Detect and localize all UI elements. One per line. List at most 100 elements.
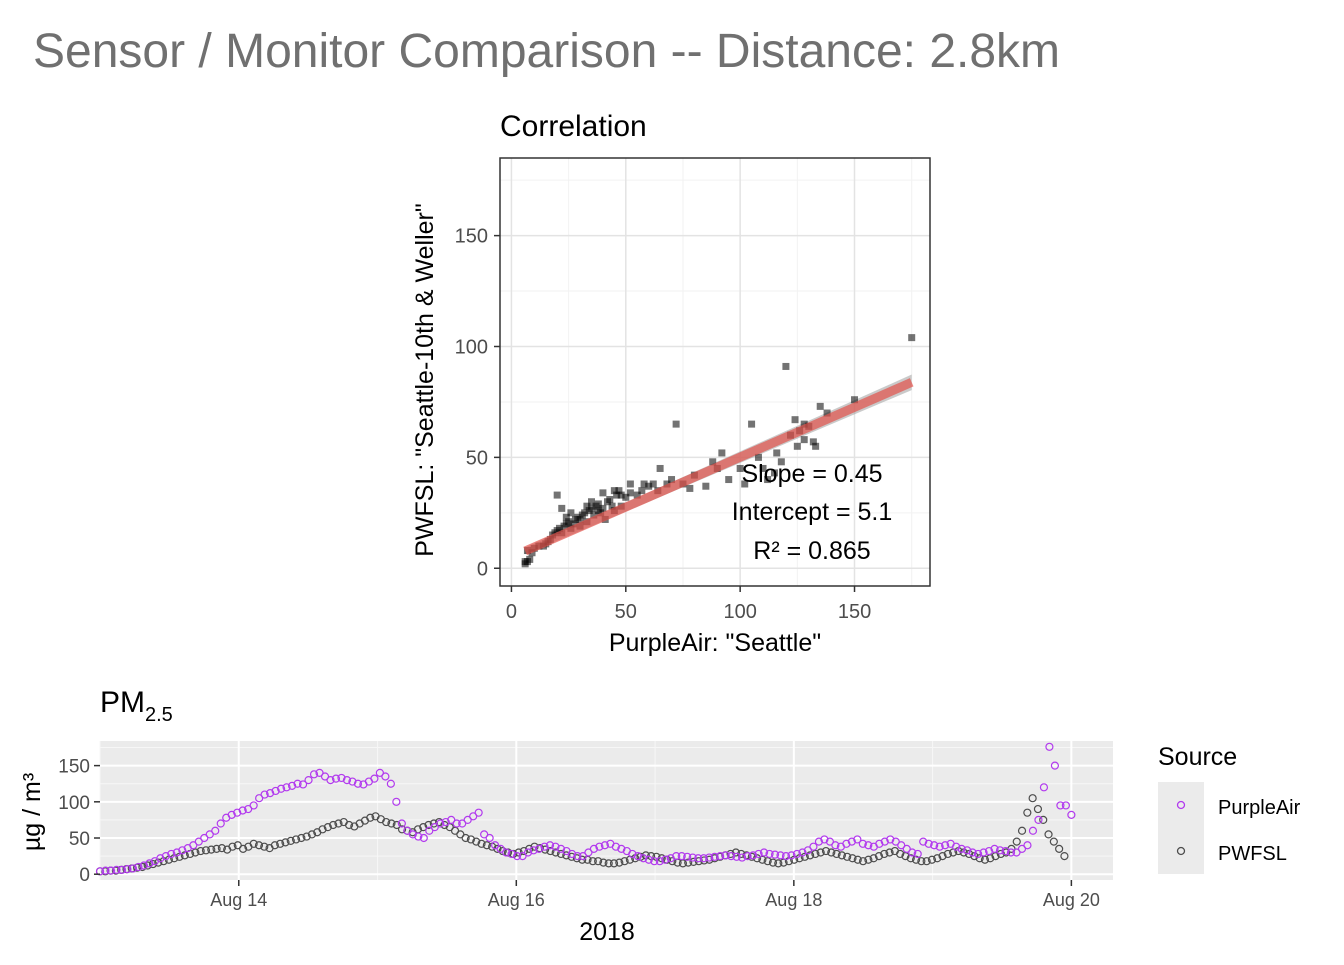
purpleair-point <box>507 849 516 859</box>
purpleair-point <box>260 790 269 799</box>
purpleair-series <box>95 742 1076 876</box>
purpleair-point <box>342 775 352 785</box>
purpleair-point <box>617 844 626 853</box>
purpleair-point <box>787 851 796 860</box>
purpleair-point <box>1001 846 1010 856</box>
scatter-point <box>594 500 602 508</box>
purpleair-point <box>886 835 895 844</box>
y-tick-label: 100 <box>455 336 488 358</box>
purpleair-point <box>540 842 549 851</box>
scatter-point <box>594 507 602 515</box>
purpleair-point <box>880 837 889 846</box>
purpleair-point <box>737 853 747 862</box>
purpleair-point <box>430 823 439 832</box>
y-tick-label: 150 <box>58 757 90 778</box>
purpleair-point <box>913 849 922 859</box>
correlation-y-label: PWFSL: "Seattle-10th & Weller" <box>411 203 439 557</box>
purpleair-point <box>134 862 143 872</box>
scatter-point <box>526 555 534 563</box>
purpleair-point <box>271 786 280 796</box>
y-tick-label: 150 <box>455 226 488 248</box>
purpleair-point <box>957 844 966 853</box>
legend-key-pwfsl <box>1176 846 1186 856</box>
purpleair-point <box>315 768 324 777</box>
purpleair-point <box>238 806 247 815</box>
purpleair-point <box>353 779 363 788</box>
scatter-point <box>645 482 653 490</box>
purpleair-point <box>194 837 203 846</box>
scatter-point <box>576 515 584 523</box>
pwfsl-point <box>943 849 952 859</box>
page-title: Sensor / Monitor Comparison -- Distance:… <box>33 25 1060 78</box>
scatter-point <box>663 480 671 488</box>
purpleair-point <box>1006 848 1016 857</box>
x-tick-label: Aug 14 <box>210 890 267 910</box>
purpleair-point <box>337 773 346 783</box>
scatter-point <box>773 449 781 457</box>
purpleair-point <box>984 846 994 856</box>
purpleair-point <box>320 772 330 781</box>
purpleair-point <box>386 779 395 788</box>
purpleair-point <box>425 826 434 835</box>
pwfsl-point <box>546 846 555 856</box>
purpleair-point <box>683 852 692 861</box>
scatter-point <box>686 484 694 492</box>
pwfsl-point <box>594 857 603 866</box>
purpleair-point <box>211 826 220 835</box>
purpleair-point <box>189 841 198 850</box>
pwfsl-point <box>1033 804 1043 814</box>
purpleair-point <box>776 851 785 860</box>
pwfsl-point <box>276 839 285 848</box>
y-tick-label: 50 <box>69 829 90 850</box>
purpleair-point <box>255 794 264 803</box>
purpleair-point <box>595 842 604 851</box>
x-tick-label: 100 <box>723 601 756 623</box>
pwfsl-point <box>382 817 391 827</box>
purpleair-point <box>759 848 769 857</box>
legend-label-purpleair: PurpleAir <box>1218 797 1301 819</box>
purpleair-point <box>1017 844 1027 853</box>
purpleair-point <box>1023 841 1032 850</box>
pwfsl-point <box>805 851 815 860</box>
purpleair-point <box>825 837 834 846</box>
pwfsl-point <box>228 842 237 851</box>
pwfsl-point <box>684 858 693 867</box>
correlation-grid <box>500 158 930 586</box>
scatter-point <box>638 487 646 495</box>
purpleair-point <box>397 819 406 828</box>
pwfsl-point <box>138 862 147 872</box>
pwfsl-point <box>832 849 841 859</box>
purpleair-point <box>891 837 900 846</box>
purpleair-point <box>930 841 939 850</box>
scatter-point <box>583 502 591 510</box>
stat-slope: Slope = 0.45 <box>741 460 882 488</box>
purpleair-point <box>463 815 472 825</box>
pwfsl-point <box>609 859 619 868</box>
scatter-point <box>590 511 598 519</box>
scatter-point <box>741 480 749 488</box>
pwfsl-point <box>249 839 258 848</box>
correlation-panel-border <box>499 157 931 587</box>
purpleair-point <box>414 832 423 841</box>
pwfsl-point <box>180 851 189 860</box>
pwfsl-point <box>387 819 396 828</box>
y-tick-label: 100 <box>58 793 90 814</box>
scatter-point <box>626 480 634 488</box>
pwfsl-point <box>1012 837 1021 846</box>
pwfsl-point <box>880 849 889 859</box>
x-tick-label: 50 <box>615 601 637 623</box>
purpleair-point <box>287 781 297 790</box>
purpleair-point <box>441 817 450 827</box>
correlation-title: Correlation <box>500 110 647 143</box>
purpleair-point <box>952 842 961 851</box>
pwfsl-point <box>201 846 211 855</box>
pwfsl-point <box>541 845 550 854</box>
pwfsl-point <box>827 848 836 857</box>
purpleair-point <box>995 846 1005 855</box>
purpleair-point <box>128 864 138 873</box>
scatter-point <box>606 496 614 504</box>
purpleair-point <box>962 846 972 855</box>
purpleair-point <box>809 842 818 851</box>
purpleair-point <box>139 861 149 870</box>
scatter-point <box>558 504 566 512</box>
